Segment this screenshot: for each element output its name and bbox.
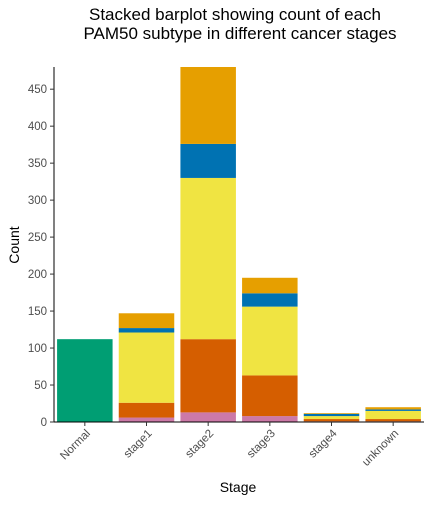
bar-segment-stage2-2 [180,412,236,422]
bar-segment-stage2-3 [180,339,236,413]
bar-segment-stage3-3 [242,375,298,417]
x-tick-label-unknown: unknown [360,428,401,469]
bar-segment-stage4-5 [303,413,360,417]
x-axis: Normal stage1 stage2 stage3 stage4 unknown [54,421,424,469]
bar-segment-stage3-5 [242,293,298,307]
bar-segment-stage3-6 [242,277,298,294]
bar-segment-stage2-5 [180,143,236,178]
bar-segment-unknown-4 [365,410,421,420]
y-tick-label: 0 [41,417,47,429]
y-tick-label: 400 [28,121,47,133]
x-axis-title: Stage [220,479,257,495]
y-tick-label: 200 [28,269,47,281]
x-tick-label-stage2: stage2 [183,428,216,461]
y-tick-label: 150 [28,306,47,318]
bars-layer [57,67,421,422]
bar-segment-stage2-4 [180,177,236,340]
bar-segment-unknown-6 [365,407,421,410]
y-axis: 0 50 100 150 200 250 300 350 400 450 [28,67,55,429]
y-tick-label: 100 [28,343,47,355]
x-tick-label-stage3: stage3 [245,428,278,461]
bar-segment-stage3-4 [242,306,298,376]
x-tick-label-Normal: Normal [58,428,93,463]
bar-segment-stage1-4 [118,332,175,403]
bar-segment-stage3-2 [242,416,298,422]
bar-segment-stage4-6 [303,413,360,414]
y-tick-label: 300 [28,195,47,207]
bar-segment-stage1-3 [118,402,175,418]
x-tick-label-stage4: stage4 [307,427,340,460]
bar-segment-unknown-3 [365,419,421,422]
x-tick-label-stage1: stage1 [122,428,155,461]
bar-segment-stage4-4 [303,416,360,420]
y-tick-label: 250 [28,232,47,244]
y-tick-label: 50 [34,380,47,392]
bar-segment-stage1-2 [118,417,175,422]
chart-title-line-1: Stacked barplot showing count of each [89,5,381,24]
bar-segment-stage2-6 [180,67,236,144]
y-tick-label: 350 [28,158,47,170]
bar-segment-stage4-3 [303,419,360,422]
chart-title-line-2: PAM50 subtype in different cancer stages [83,24,396,43]
bar-segment-stage1-6 [118,313,175,329]
y-axis-title: Count [6,226,22,263]
bar-segment-unknown-5 [365,409,421,411]
bar-segment-stage1-5 [118,328,175,333]
y-tick-label: 450 [28,84,47,96]
bar-segment-Normal-1 [57,339,113,422]
